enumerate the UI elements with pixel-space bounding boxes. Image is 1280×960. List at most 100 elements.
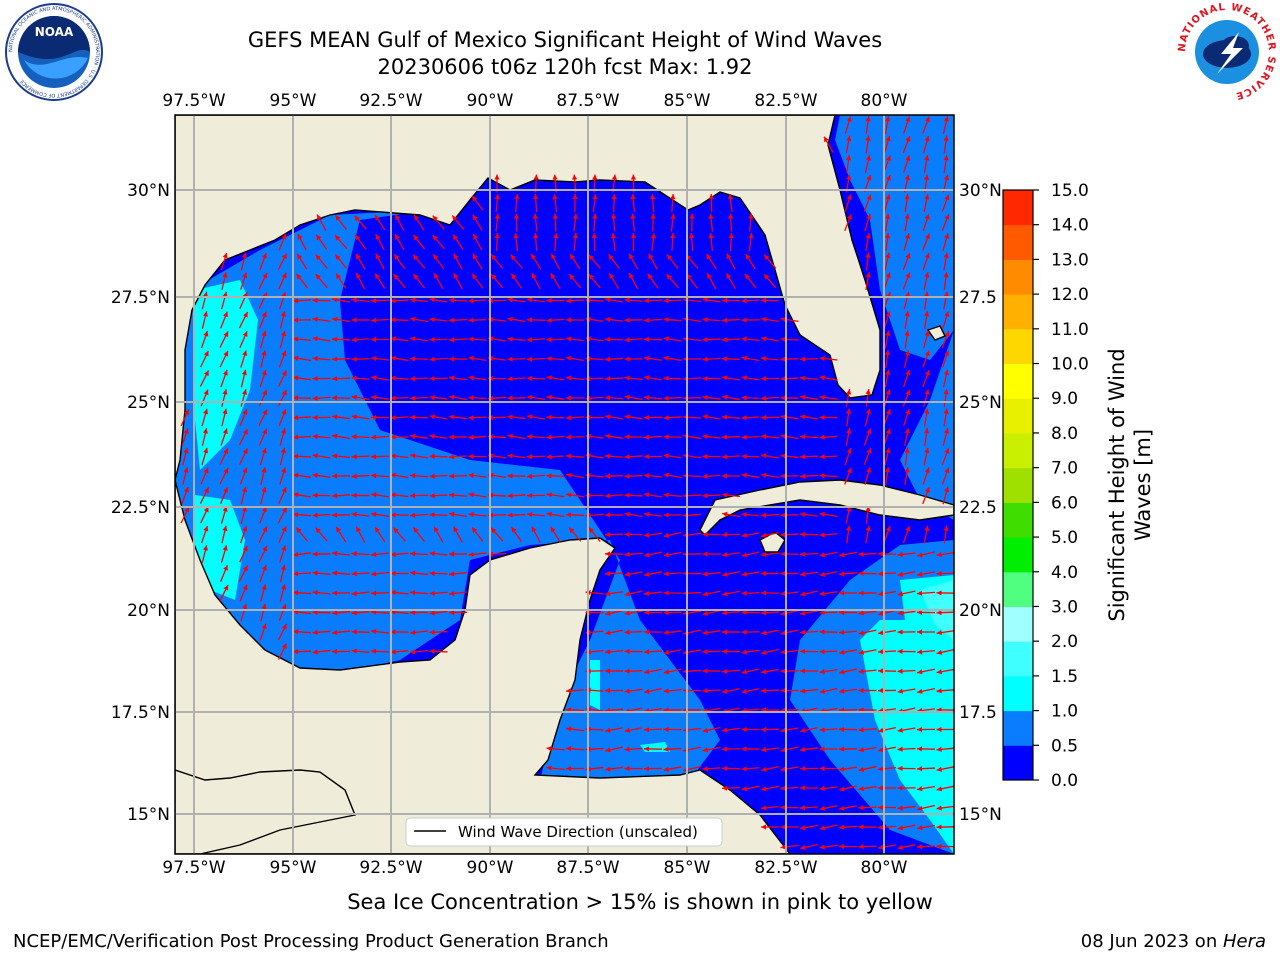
wind-wave-arrow [604,376,624,382]
wind-wave-arrow [670,213,676,232]
wind-wave-arrow [409,356,429,362]
wind-wave-arrow [702,453,721,460]
wind-wave-arrow [877,687,897,694]
wind-wave-arrow [468,317,487,323]
wind-wave-arrow [331,512,351,518]
wind-wave-arrow [721,337,741,343]
wind-wave-arrow [761,648,779,655]
wind-wave-arrow [897,688,916,694]
wind-wave-arrow [565,298,585,304]
wind-wave-arrow [903,116,911,134]
wind-wave-arrow [819,570,838,577]
wind-wave-arrow [432,253,445,270]
wind-wave-arrow [708,232,714,252]
wind-wave-arrow [604,649,624,655]
wind-wave-arrow [744,273,757,289]
wind-wave-arrow [201,291,208,310]
wind-wave-arrow [568,273,582,289]
wind-wave-arrow [604,336,624,343]
wind-wave-arrow [943,525,949,544]
wind-wave-arrow [604,532,624,538]
wind-wave-arrow [741,629,760,635]
colorbar-swatch [1003,675,1033,712]
wind-wave-arrow [643,649,663,655]
wind-wave-arrow [819,511,838,518]
wind-wave-arrow [897,610,916,616]
wind-wave-arrow [702,648,721,655]
wind-wave-arrow [702,726,721,733]
colorbar-swatch [1003,363,1033,399]
wind-wave-arrow [260,584,267,602]
wind-wave-arrow [721,414,741,420]
wind-wave-arrow [702,688,721,694]
svg-text:Waves [m]: Waves [m] [1131,429,1155,541]
wind-wave-arrow [546,434,565,440]
wind-wave-arrow [550,272,561,290]
wind-wave-arrow [277,389,288,407]
wind-wave-arrow [819,765,838,772]
wind-wave-arrow [604,356,624,362]
wind-wave-arrow [819,590,838,597]
wind-wave-arrow [780,668,799,674]
wind-wave-arrow [409,551,429,557]
wind-wave-arrow [670,193,676,213]
lon-label-top: 92.5°W [359,91,422,111]
lon-label-top: 80°W [861,91,908,111]
wind-wave-arrow [409,395,429,401]
wind-wave-arrow [799,648,819,655]
wind-wave-arrow [780,453,799,459]
wind-wave-arrow [741,609,760,616]
wind-wave-arrow [449,394,467,401]
wind-wave-arrow [663,472,682,479]
wind-wave-arrow [292,629,312,635]
wind-wave-arrow [331,473,351,479]
wind-wave-arrow [312,649,331,655]
wind-wave-arrow [838,590,858,596]
wind-wave-arrow [259,252,267,271]
wind-wave-arrow [761,765,779,772]
wind-wave-arrow [526,337,546,343]
wind-wave-arrow [721,492,741,498]
wind-wave-arrow [702,668,721,674]
wind-wave-arrow [819,727,838,733]
wind-wave-arrow [448,356,468,362]
wind-wave-arrow [799,668,819,674]
wind-wave-arrow [429,433,448,440]
wind-wave-arrow [904,447,910,466]
wind-wave-arrow [409,570,429,576]
wind-wave-arrow [351,454,370,460]
wind-wave-arrow [741,453,760,459]
wind-wave-arrow [741,766,760,772]
wind-wave-arrow [199,487,210,504]
wind-wave-arrow [663,453,682,459]
wind-wave-arrow [494,193,500,213]
wind-wave-arrow [799,454,819,460]
wind-wave-arrow [936,610,954,616]
wind-wave-arrow [277,643,288,660]
wind-wave-arrow [644,687,662,694]
wind-wave-arrow [878,629,896,636]
wind-wave-arrow [643,336,663,342]
wind-wave-arrow [916,844,936,850]
wind-wave-arrow [293,472,311,478]
wind-wave-arrow [643,453,663,460]
wind-wave-arrow [238,311,249,329]
wind-wave-arrow [799,531,819,538]
wind-wave-arrow [884,213,891,232]
wind-wave-arrow [468,415,487,421]
wind-wave-arrow [702,317,721,323]
wind-wave-arrow [883,311,891,329]
wind-wave-arrow [468,551,487,558]
wind-wave-arrow [604,571,624,577]
wind-wave-arrow [780,804,799,811]
wind-wave-arrow [823,136,834,153]
lat-label-right: 15°N [959,805,1002,825]
wind-wave-arrow [507,512,526,518]
wind-wave-arrow [513,213,520,232]
wind-wave-arrow [409,376,429,382]
wind-wave-arrow [351,394,370,401]
wind-wave-arrow [531,272,541,290]
wind-wave-arrow [295,527,309,542]
wind-wave-arrow [277,370,288,387]
wind-wave-arrow [917,687,935,694]
